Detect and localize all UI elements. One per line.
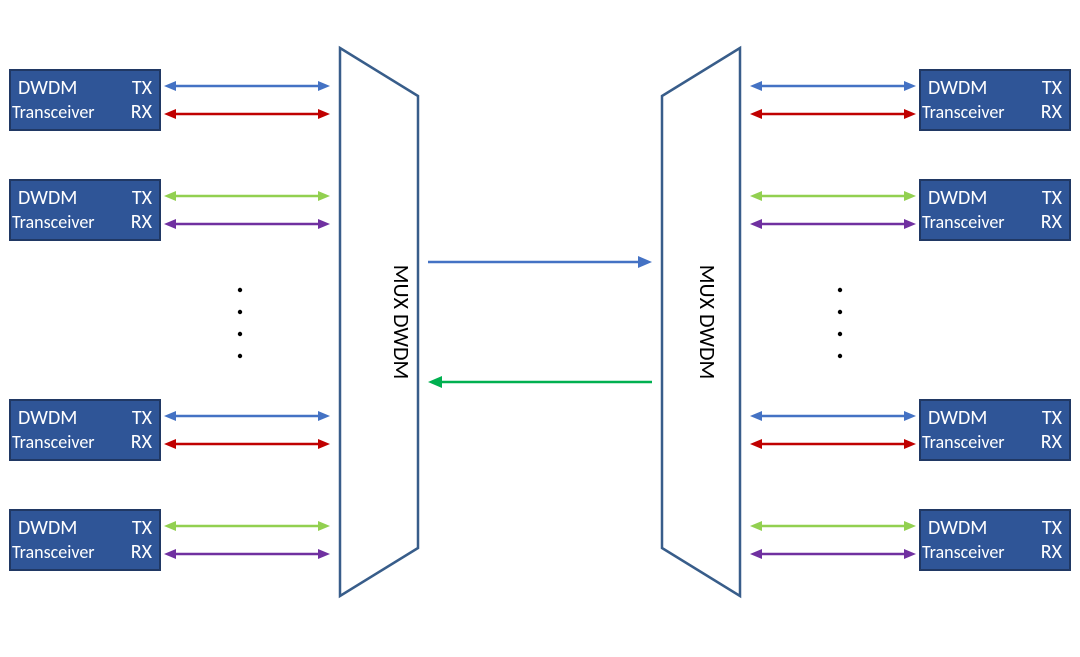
dwdm-label: DWDM bbox=[18, 186, 77, 210]
rx-port-label: RX bbox=[131, 430, 153, 454]
dwdm-label: DWDM bbox=[18, 76, 77, 100]
dwdm-transceiver: DWDM Transceiver TX RX bbox=[920, 510, 1070, 570]
bidir-arrow bbox=[164, 219, 330, 229]
dwdm-label: DWDM bbox=[928, 406, 987, 430]
dwdm-label: DWDM bbox=[928, 76, 987, 100]
dwdm-transceiver: DWDM Transceiver TX RX bbox=[10, 180, 160, 240]
dwdm-label: DWDM bbox=[18, 406, 77, 430]
bidir-arrow bbox=[750, 439, 916, 449]
ellipsis-dot bbox=[838, 354, 842, 358]
bidir-arrow bbox=[164, 439, 330, 449]
dwdm-transceiver: DWDM Transceiver TX RX bbox=[10, 400, 160, 460]
rx-port-label: RX bbox=[1041, 100, 1063, 124]
tx-port-label: TX bbox=[132, 76, 153, 100]
transceiver-label: Transceiver bbox=[922, 541, 1005, 563]
transceiver-label: Transceiver bbox=[12, 431, 95, 453]
tx-port-label: TX bbox=[1042, 186, 1063, 210]
bidir-arrow bbox=[750, 411, 916, 421]
bidir-arrow bbox=[164, 191, 330, 201]
tx-port-label: TX bbox=[132, 516, 153, 540]
bidir-arrow bbox=[750, 81, 916, 91]
ellipsis-dot bbox=[838, 332, 842, 336]
bidir-arrow bbox=[164, 521, 330, 531]
dwdm-transceiver: DWDM Transceiver TX RX bbox=[10, 510, 160, 570]
transceiver-label: Transceiver bbox=[922, 101, 1005, 123]
mux-dwdm-left: MUX DWDM bbox=[340, 48, 418, 596]
tx-port-label: TX bbox=[132, 186, 153, 210]
bidir-arrow bbox=[750, 109, 916, 119]
bidir-arrow bbox=[750, 549, 916, 559]
transceiver-label: Transceiver bbox=[12, 541, 95, 563]
bidir-arrow bbox=[164, 411, 330, 421]
ellipsis-dot bbox=[238, 310, 242, 314]
dwdm-label: DWDM bbox=[928, 186, 987, 210]
rx-port-label: RX bbox=[1041, 540, 1063, 564]
transceiver-label: Transceiver bbox=[12, 101, 95, 123]
ellipsis-dot bbox=[238, 354, 242, 358]
transceiver-label: Transceiver bbox=[12, 211, 95, 233]
rx-port-label: RX bbox=[1041, 210, 1063, 234]
bidir-arrow bbox=[164, 81, 330, 91]
bidir-arrow bbox=[750, 219, 916, 229]
tx-port-label: TX bbox=[1042, 406, 1063, 430]
ellipsis-dot bbox=[238, 288, 242, 292]
dwdm-transceiver: DWDM Transceiver TX RX bbox=[920, 400, 1070, 460]
transceiver-label: Transceiver bbox=[922, 211, 1005, 233]
rx-port-label: RX bbox=[131, 100, 153, 124]
dwdm-transceiver: DWDM Transceiver TX RX bbox=[920, 180, 1070, 240]
link-arrow bbox=[428, 256, 652, 268]
rx-port-label: RX bbox=[131, 210, 153, 234]
dwdm-label: DWDM bbox=[928, 516, 987, 540]
ellipsis-dot bbox=[838, 310, 842, 314]
dwdm-transceiver: DWDM Transceiver TX RX bbox=[920, 70, 1070, 130]
bidir-arrow bbox=[164, 549, 330, 559]
tx-port-label: TX bbox=[132, 406, 153, 430]
link-arrow bbox=[428, 376, 652, 388]
dwdm-label: DWDM bbox=[18, 516, 77, 540]
mux-label: MUX DWDM bbox=[388, 265, 415, 380]
dwdm-transceiver: DWDM Transceiver TX RX bbox=[10, 70, 160, 130]
ellipsis-dot bbox=[238, 332, 242, 336]
bidir-arrow bbox=[750, 521, 916, 531]
bidir-arrow bbox=[164, 109, 330, 119]
rx-port-label: RX bbox=[1041, 430, 1063, 454]
mux-dwdm-right: MUX DWDM bbox=[662, 48, 740, 596]
rx-port-label: RX bbox=[131, 540, 153, 564]
bidir-arrow bbox=[750, 191, 916, 201]
tx-port-label: TX bbox=[1042, 516, 1063, 540]
ellipsis-dot bbox=[838, 288, 842, 292]
tx-port-label: TX bbox=[1042, 76, 1063, 100]
transceiver-label: Transceiver bbox=[922, 431, 1005, 453]
mux-label: MUX DWDM bbox=[694, 265, 721, 380]
